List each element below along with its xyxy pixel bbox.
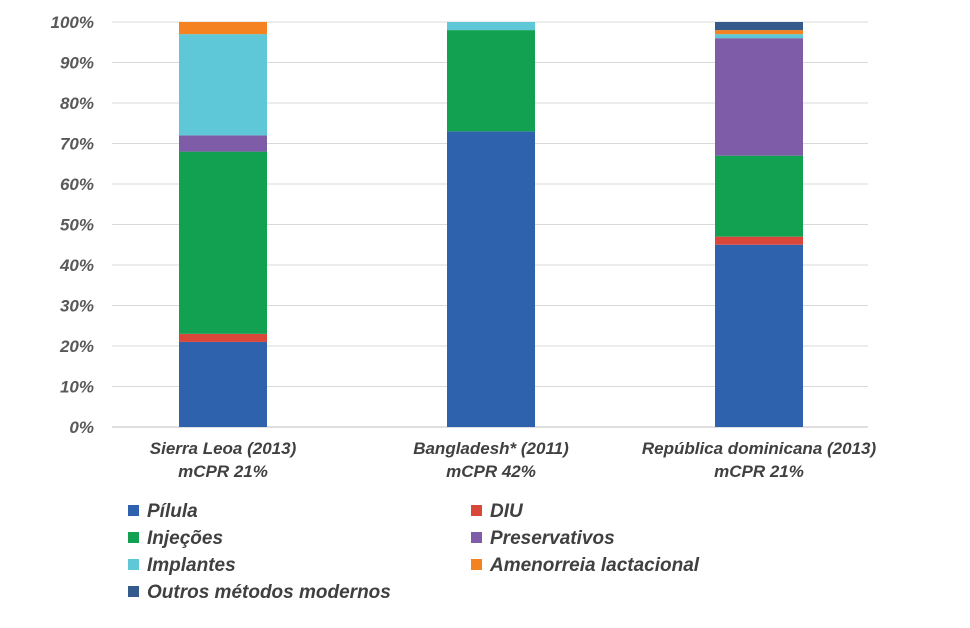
legend-swatch bbox=[128, 505, 139, 516]
y-tick-label: 30% bbox=[60, 297, 94, 316]
category-label: República dominicana (2013) bbox=[642, 439, 877, 458]
bar-segment bbox=[179, 341, 267, 427]
category-label: Bangladesh* (2011) bbox=[413, 439, 569, 458]
bar-segment bbox=[179, 151, 267, 334]
legend: Pílula DIU Injeções Preservativos Implantes A… bbox=[128, 501, 700, 603]
category-sublabel: mCPR 42% bbox=[446, 462, 536, 481]
y-tick-label: 40% bbox=[59, 256, 94, 275]
y-tick-label: 60% bbox=[60, 175, 94, 194]
bar-segment bbox=[715, 38, 803, 156]
legend-swatch bbox=[128, 586, 139, 597]
bar-segment bbox=[179, 135, 267, 152]
category-label: Sierra Leoa (2013) bbox=[150, 439, 297, 458]
y-tick-label: 50% bbox=[60, 216, 94, 235]
bar-segment bbox=[715, 30, 803, 35]
legend-label: DIU bbox=[490, 501, 524, 522]
bar-segment bbox=[447, 131, 535, 427]
legend-swatch bbox=[471, 532, 482, 543]
bars bbox=[179, 22, 803, 427]
y-tick-label: 10% bbox=[60, 378, 94, 397]
y-tick-label: 0% bbox=[69, 418, 94, 437]
bar-segment bbox=[715, 34, 803, 39]
y-tick-label: 80% bbox=[60, 94, 94, 113]
bar-segment bbox=[179, 34, 267, 136]
bar-segment bbox=[715, 155, 803, 237]
legend-label: Preservativos bbox=[490, 528, 615, 549]
bar-segment bbox=[715, 22, 803, 31]
bar-segment bbox=[447, 30, 535, 132]
y-tick-label: 70% bbox=[60, 135, 94, 154]
bar-segment bbox=[447, 22, 535, 31]
legend-label: Amenorreia lactacional bbox=[489, 555, 700, 576]
bar-segment bbox=[179, 333, 267, 342]
category-sublabel: mCPR 21% bbox=[178, 462, 268, 481]
y-tick-label: 20% bbox=[59, 337, 94, 356]
y-axis-ticks: 0% 10% 20% 30% 40% 50% 60% 70% 80% 90% 100% bbox=[51, 13, 94, 437]
legend-label: Pílula bbox=[147, 501, 198, 522]
legend-swatch bbox=[471, 505, 482, 516]
bar-segment bbox=[179, 22, 267, 35]
legend-label: Outros métodos modernos bbox=[147, 582, 391, 603]
bar-segment bbox=[715, 236, 803, 245]
legend-swatch bbox=[128, 532, 139, 543]
legend-label: Implantes bbox=[147, 555, 236, 576]
y-tick-label: 100% bbox=[51, 13, 94, 32]
legend-swatch bbox=[471, 559, 482, 570]
x-axis-categories: Sierra Leoa (2013) mCPR 21% Bangladesh* (2… bbox=[150, 439, 877, 481]
legend-swatch bbox=[128, 559, 139, 570]
legend-label: Injeções bbox=[147, 528, 223, 549]
y-tick-label: 90% bbox=[60, 54, 94, 73]
category-sublabel: mCPR 21% bbox=[714, 462, 804, 481]
bar-segment bbox=[715, 244, 803, 427]
